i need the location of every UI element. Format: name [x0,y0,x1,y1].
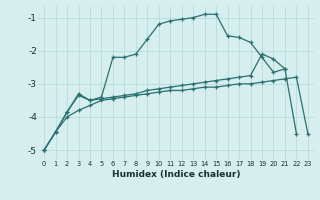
X-axis label: Humidex (Indice chaleur): Humidex (Indice chaleur) [112,170,240,179]
